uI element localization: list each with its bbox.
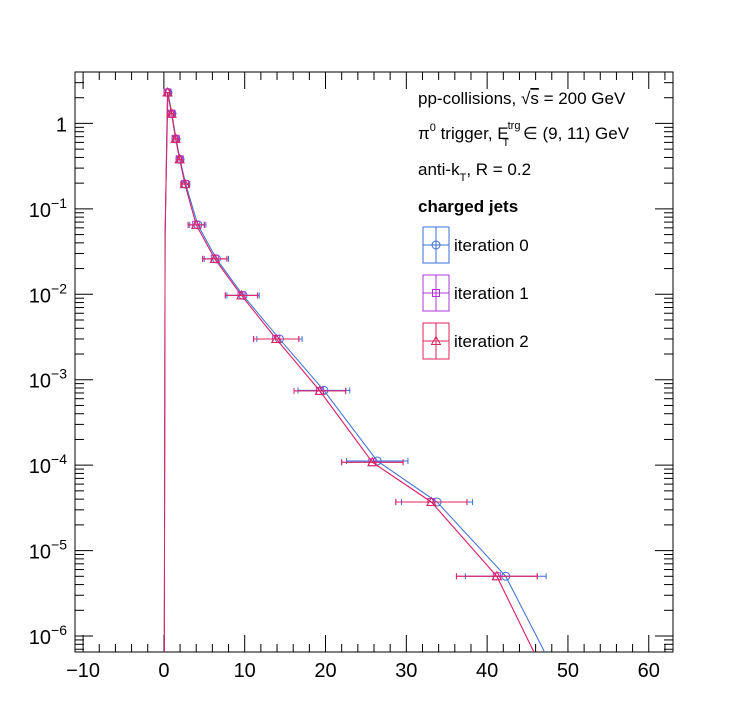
legend-label: iteration 2 <box>454 332 529 351</box>
legend-entry-square: iteration 1 <box>422 274 529 312</box>
data-point-triangle <box>166 108 177 118</box>
x-tick-label: 60 <box>638 660 660 682</box>
y-tick-label: 1 <box>56 114 67 136</box>
legend-entry-circle: iteration 0 <box>422 226 529 264</box>
legend: iteration 0 iteration 1 iteration 2 <box>422 226 529 360</box>
data-point-triangle <box>270 333 282 343</box>
data-point-triangle <box>236 289 247 300</box>
data-point-circle <box>372 456 382 466</box>
annotation-block: pp-collisions, √s = 200 GeV π0 trigger, … <box>418 89 630 216</box>
y-tick-label: 10−6 <box>29 622 67 649</box>
series-triangle <box>162 87 538 652</box>
y-tick-label: 10−2 <box>29 280 67 307</box>
x-tick-label: 30 <box>395 660 417 682</box>
data-point-triangle <box>314 385 326 395</box>
y-tick-label: 10−4 <box>29 451 67 478</box>
legend-marker-circle <box>431 240 441 250</box>
data-point-triangle <box>174 153 186 164</box>
data-point-triangle <box>162 87 173 97</box>
x-tick-label: 10 <box>234 660 256 682</box>
series-layer <box>162 87 547 652</box>
legend-header: charged jets <box>418 197 518 216</box>
x-tick-label: −10 <box>66 660 100 682</box>
data-point-triangle <box>190 219 202 229</box>
annotation-collision-line: pp-collisions, √s = 200 GeV <box>418 89 626 108</box>
y-tick-label: 10−5 <box>29 537 67 564</box>
x-tick-label: 20 <box>314 660 336 682</box>
data-point-triangle <box>491 570 503 581</box>
data-point-triangle <box>367 456 378 467</box>
data-point-triangle <box>426 496 437 507</box>
x-tick-label: 50 <box>557 660 579 682</box>
annotation-jet-algo-line: anti-kT, R = 0.2 <box>418 160 531 184</box>
y-axis: 1 10−1 10−2 10−3 10−4 10−5 10−6 <box>29 71 673 650</box>
x-tick-label: 40 <box>476 660 498 682</box>
y-tick-label: 10−3 <box>29 366 67 393</box>
legend-label: iteration 1 <box>454 284 529 303</box>
annotation-trigger-line: π0 trigger, Etrg T ∈ (9, 11) GeV <box>418 120 630 149</box>
y-tick-label: 10−1 <box>29 195 67 222</box>
data-point-triangle <box>179 178 191 189</box>
legend-label: iteration 0 <box>454 236 529 255</box>
legend-marker-triangle <box>430 335 442 345</box>
series-line <box>163 92 535 652</box>
data-point-triangle <box>170 133 181 143</box>
legend-marker-square <box>432 289 440 297</box>
x-tick-label: 0 <box>158 660 169 682</box>
data-point-triangle <box>209 253 221 263</box>
legend-entry-triangle: iteration 2 <box>422 322 529 360</box>
x-axis: −10 0 10 20 30 40 50 60 <box>66 72 666 682</box>
